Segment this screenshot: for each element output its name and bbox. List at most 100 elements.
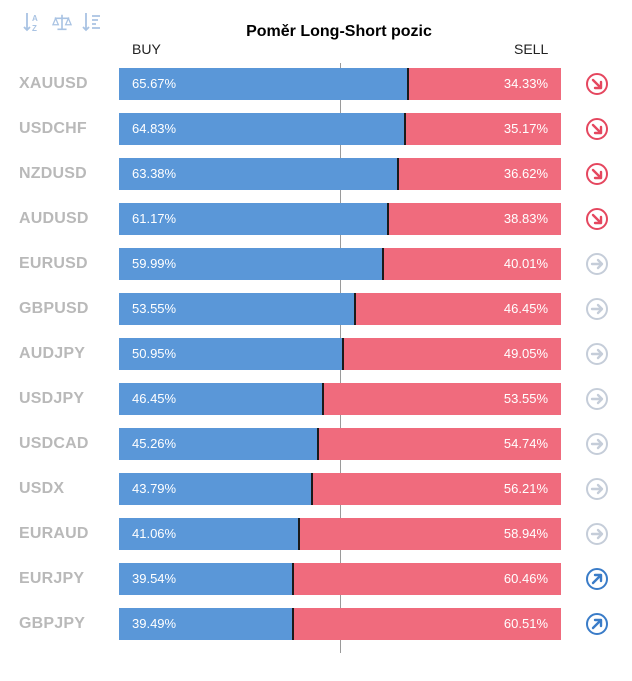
sell-percent: 56.21% [503, 481, 548, 496]
sell-percent: 60.51% [503, 616, 548, 631]
ratio-bar[interactable]: 43.79% 56.21% [119, 473, 561, 505]
buy-segment: 50.95% [119, 338, 345, 370]
row-eurjpy[interactable]: EURJPY 39.54% 60.46% [0, 563, 632, 608]
row-gbpjpy[interactable]: GBPJPY 39.49% 60.51% [0, 608, 632, 653]
buy-percent: 43.79% [132, 481, 177, 496]
ratio-bar[interactable]: 53.55% 46.45% [119, 293, 561, 325]
trend-down-arrow-icon[interactable] [585, 117, 609, 141]
sell-segment: 60.51% [293, 608, 561, 640]
buy-percent: 46.45% [132, 391, 177, 406]
sell-segment: 36.62% [399, 158, 561, 190]
ratio-bar[interactable]: 63.38% 36.62% [119, 158, 561, 190]
row-usdcad[interactable]: USDCAD 45.26% 54.74% [0, 428, 632, 473]
row-eurusd[interactable]: EURUSD 59.99% 40.01% [0, 248, 632, 293]
symbol-label[interactable]: AUDUSD [19, 210, 89, 227]
buy-segment: 65.67% [119, 68, 410, 100]
row-nzdusd[interactable]: NZDUSD 63.38% 36.62% [0, 158, 632, 203]
trend-down-arrow-icon[interactable] [585, 72, 609, 96]
sell-segment: 40.01% [384, 248, 561, 280]
row-usdchf[interactable]: USDCHF 64.83% 35.17% [0, 113, 632, 158]
sell-percent: 34.33% [503, 76, 548, 91]
sell-segment: 34.33% [409, 68, 561, 100]
buy-header: BUY [132, 41, 161, 57]
symbol-label[interactable]: NZDUSD [19, 165, 87, 182]
sell-segment: 56.21% [312, 473, 561, 505]
ratio-bar[interactable]: 46.45% 53.55% [119, 383, 561, 415]
sell-percent: 46.45% [503, 301, 548, 316]
sort-alpha-icon[interactable]: A Z [22, 11, 42, 33]
row-usdjpy[interactable]: USDJPY 46.45% 53.55% [0, 383, 632, 428]
symbol-label[interactable]: EURUSD [19, 255, 88, 272]
symbol-label[interactable]: USDJPY [19, 390, 85, 407]
ratio-bar[interactable]: 39.49% 60.51% [119, 608, 561, 640]
buy-segment: 53.55% [119, 293, 356, 325]
trend-neutral-arrow-icon[interactable] [585, 387, 609, 411]
symbol-label[interactable]: USDX [19, 480, 65, 497]
buy-percent: 39.54% [132, 571, 177, 586]
symbol-label[interactable]: XAUUSD [19, 75, 88, 92]
buy-segment: 64.83% [119, 113, 406, 145]
buy-segment: 45.26% [119, 428, 320, 460]
svg-text:Z: Z [32, 24, 37, 33]
sell-segment: 49.05% [344, 338, 561, 370]
trend-down-arrow-icon[interactable] [585, 207, 609, 231]
buy-segment: 59.99% [119, 248, 385, 280]
ratio-bar[interactable]: 39.54% 60.46% [119, 563, 561, 595]
trend-neutral-arrow-icon[interactable] [585, 252, 609, 276]
sell-percent: 54.74% [503, 436, 548, 451]
ratio-bar[interactable]: 41.06% 58.94% [119, 518, 561, 550]
trend-neutral-arrow-icon[interactable] [585, 522, 609, 546]
ratio-bar[interactable]: 61.17% 38.83% [119, 203, 561, 235]
trend-neutral-arrow-icon[interactable] [585, 297, 609, 321]
sell-percent: 60.46% [503, 571, 548, 586]
sell-segment: 38.83% [389, 203, 561, 235]
symbol-label[interactable]: GBPJPY [19, 615, 86, 632]
ratio-list: XAUUSD 65.67% 34.33% USDCHF 64.83% 35.17… [0, 68, 632, 653]
row-xauusd[interactable]: XAUUSD 65.67% 34.33% [0, 68, 632, 113]
buy-percent: 59.99% [132, 256, 177, 271]
buy-percent: 50.95% [132, 346, 177, 361]
row-usdx[interactable]: USDX 43.79% 56.21% [0, 473, 632, 518]
sell-segment: 58.94% [300, 518, 561, 550]
ratio-bar[interactable]: 45.26% 54.74% [119, 428, 561, 460]
sell-percent: 35.17% [503, 121, 548, 136]
sell-segment: 54.74% [319, 428, 561, 460]
row-audjpy[interactable]: AUDJPY 50.95% 49.05% [0, 338, 632, 383]
symbol-label[interactable]: EURAUD [19, 525, 89, 542]
symbol-label[interactable]: GBPUSD [19, 300, 89, 317]
ratio-bar[interactable]: 59.99% 40.01% [119, 248, 561, 280]
trend-neutral-arrow-icon[interactable] [585, 342, 609, 366]
symbol-label[interactable]: EURJPY [19, 570, 85, 587]
row-euraud[interactable]: EURAUD 41.06% 58.94% [0, 518, 632, 563]
sell-percent: 40.01% [503, 256, 548, 271]
toolbar: A Z [22, 11, 102, 33]
buy-segment: 39.49% [119, 608, 294, 640]
trend-up-arrow-icon[interactable] [585, 612, 609, 636]
buy-percent: 45.26% [132, 436, 177, 451]
buy-segment: 41.06% [119, 518, 301, 550]
sell-percent: 53.55% [503, 391, 548, 406]
symbol-label[interactable]: USDCAD [19, 435, 89, 452]
balance-scale-icon[interactable] [52, 11, 72, 33]
sell-header: SELL [514, 41, 549, 57]
symbol-label[interactable]: USDCHF [19, 120, 87, 137]
buy-segment: 46.45% [119, 383, 325, 415]
trend-neutral-arrow-icon[interactable] [585, 477, 609, 501]
ratio-bar[interactable]: 50.95% 49.05% [119, 338, 561, 370]
row-audusd[interactable]: AUDUSD 61.17% 38.83% [0, 203, 632, 248]
sell-percent: 58.94% [503, 526, 548, 541]
buy-segment: 61.17% [119, 203, 390, 235]
trend-down-arrow-icon[interactable] [585, 162, 609, 186]
trend-neutral-arrow-icon[interactable] [585, 432, 609, 456]
ratio-bar[interactable]: 64.83% 35.17% [119, 113, 561, 145]
sell-segment: 46.45% [355, 293, 561, 325]
ratio-bar[interactable]: 65.67% 34.33% [119, 68, 561, 100]
buy-percent: 39.49% [132, 616, 177, 631]
sort-list-icon[interactable] [82, 11, 102, 33]
sell-segment: 60.46% [293, 563, 561, 595]
row-gbpusd[interactable]: GBPUSD 53.55% 46.45% [0, 293, 632, 338]
buy-percent: 41.06% [132, 526, 177, 541]
trend-up-arrow-icon[interactable] [585, 567, 609, 591]
chart-title: Poměr Long-Short pozic [246, 23, 432, 40]
symbol-label[interactable]: AUDJPY [19, 345, 86, 362]
